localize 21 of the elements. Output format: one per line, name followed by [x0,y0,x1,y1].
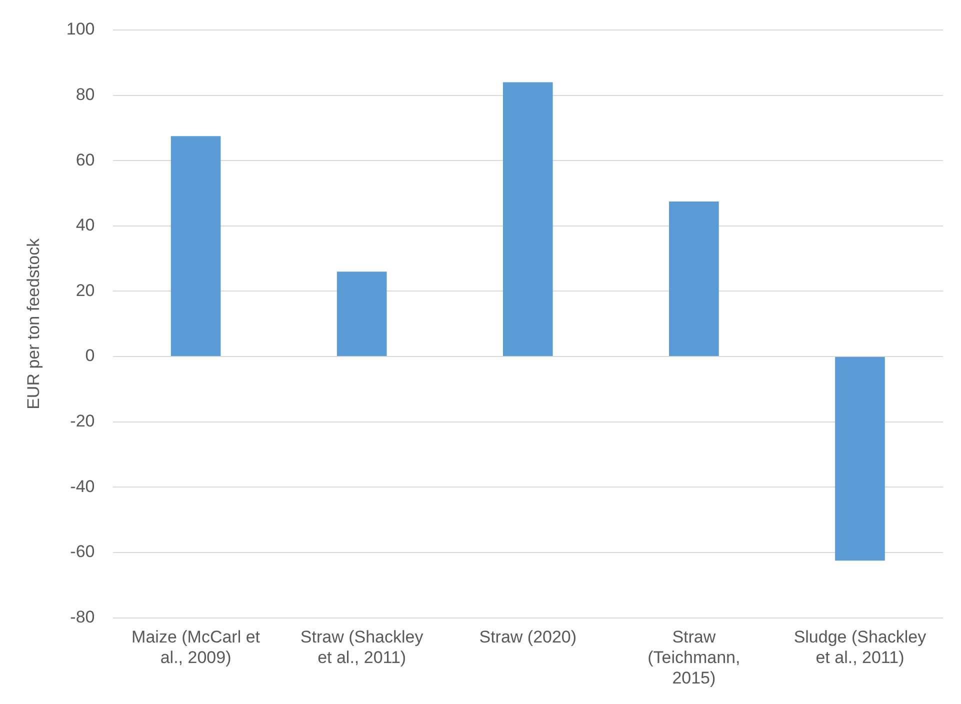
y-tick-label: 40 [76,216,95,235]
y-tick-label: 20 [76,280,95,300]
y-tick-label: -20 [70,412,95,431]
y-tick-label: 60 [76,150,95,170]
bar [835,357,885,561]
y-tick-label: 80 [76,85,95,104]
bar [336,272,387,356]
x-tick-label: Maize (McCarl et al., 2009) [132,628,260,668]
bar [502,82,553,356]
x-tick-label: Straw (Teichmann, 2015) [648,628,740,688]
y-tick-label: 100 [66,20,95,39]
x-tick-label: Straw (Shackley et al., 2011) [300,628,424,668]
x-tick-label: Straw (2020) [479,628,577,647]
x-tick-label: Sludge (Shackley et al., 2011) [794,628,927,668]
bar [170,136,221,356]
y-tick-label: -60 [70,542,95,562]
y-tick-label: 0 [85,346,95,366]
bar [669,201,719,356]
y-axis-title: EUR per ton feedstock [24,238,43,410]
y-tick-label: -40 [70,476,95,496]
y-tick-label: -80 [70,607,95,626]
